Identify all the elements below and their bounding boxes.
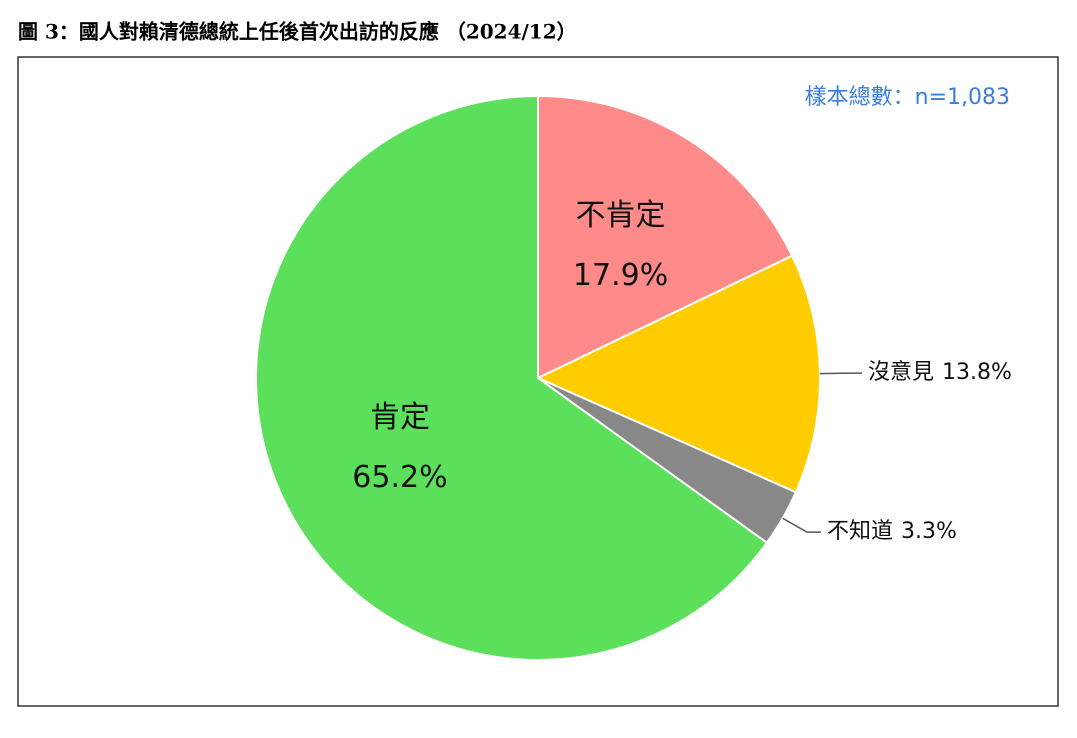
slice-value: 65.2% (352, 460, 447, 495)
slice-label: 不知道 3.3% (827, 519, 957, 544)
slice-label: 沒意見 13.8% (868, 360, 1012, 385)
slice-value: 13.8% (942, 360, 1012, 385)
chart-title: 圖 3：國人對賴清德總統上任後首次出訪的反應 （2024/12） (18, 20, 577, 44)
slice-value: 17.9% (573, 258, 668, 293)
sample-size: 樣本總數：n=1,083 (805, 85, 1010, 110)
slice-category: 不肯定 (576, 198, 666, 233)
leader-line (783, 518, 821, 532)
slice-category: 肯定 (370, 400, 430, 435)
slice-category: 沒意見 (868, 360, 934, 385)
slice-value: 3.3% (901, 519, 957, 544)
slice-category: 不知道 (827, 519, 893, 544)
